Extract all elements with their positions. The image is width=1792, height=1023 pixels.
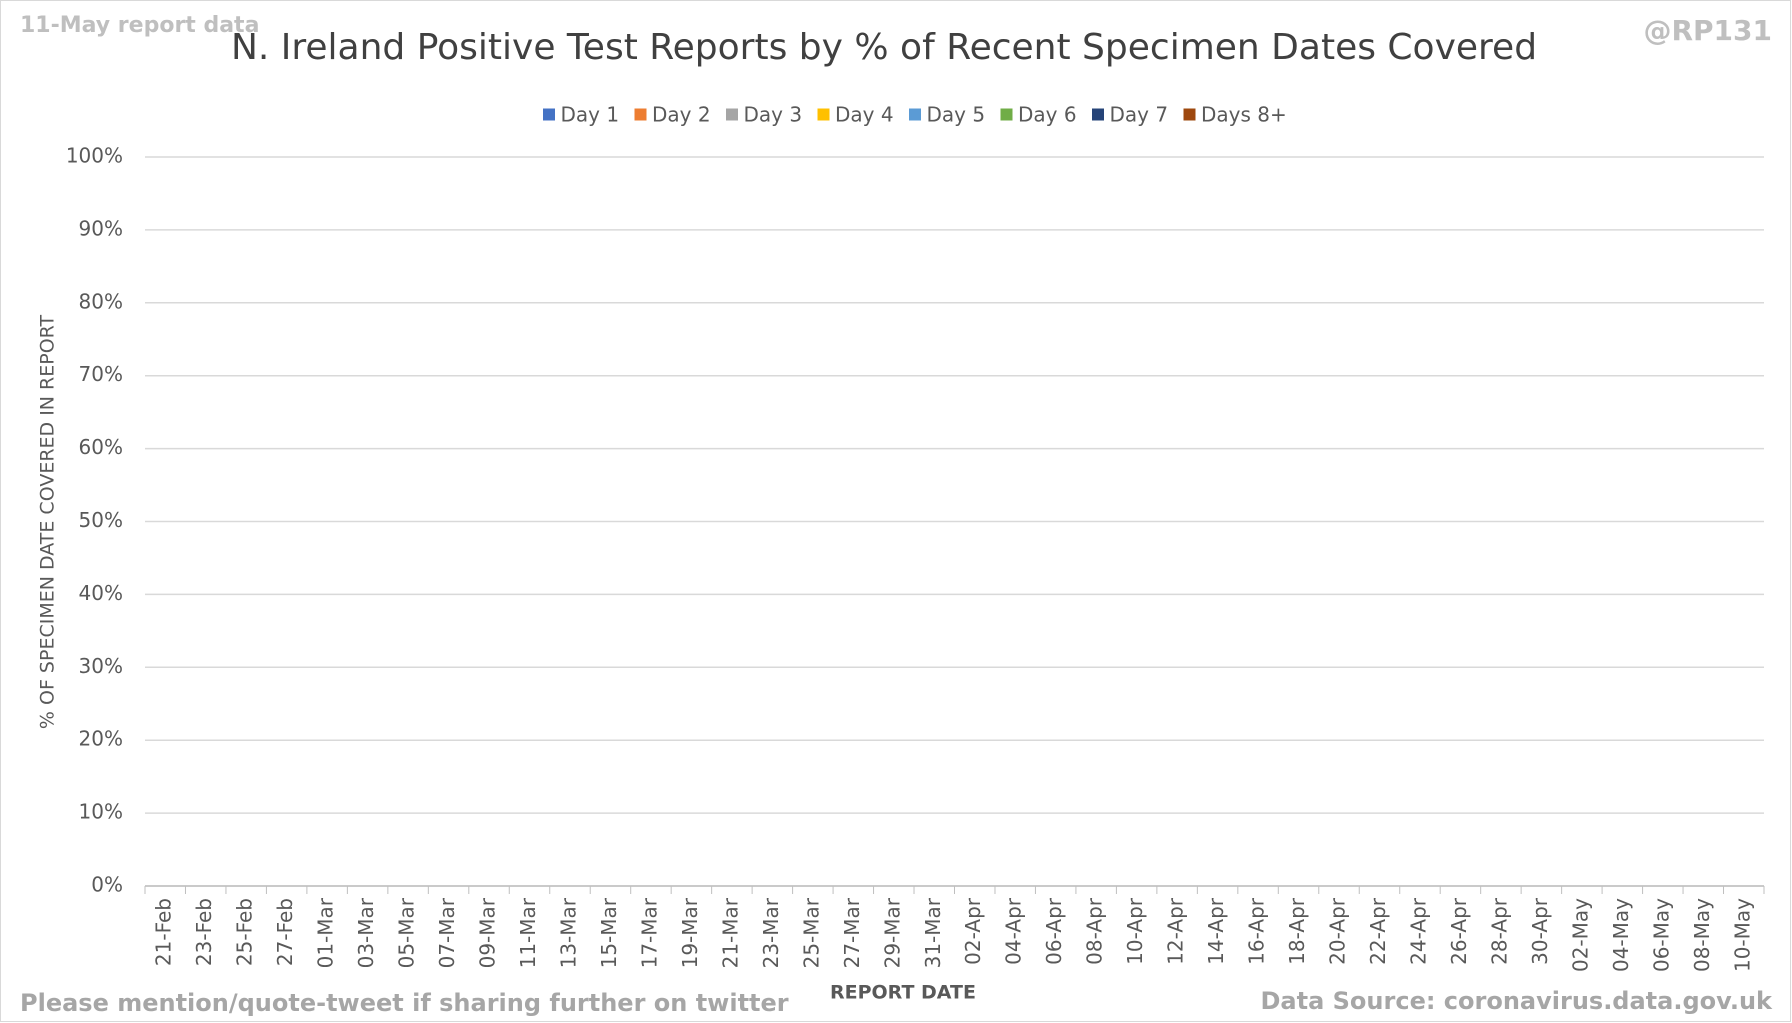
x-tick-label: 01-Mar [314,897,338,968]
y-tick-label: 80% [79,289,123,313]
x-tick-label: 19-Mar [678,897,702,968]
x-tick-label: 24-Apr [1406,897,1430,965]
legend-swatch [725,107,739,122]
x-tick-label: 21-Feb [152,898,176,966]
legend-label: Day 6 [1018,103,1077,127]
legend-label: Day 7 [1110,103,1169,127]
x-tick-label: 07-Mar [435,897,459,968]
x-tick-label: 10-Apr [1123,897,1147,965]
corner-right: @RP131 [1643,14,1772,47]
footer-left: Please mention/quote-tweet if sharing fu… [20,989,789,1017]
legend-swatch [1091,107,1105,122]
x-tick-label: 23-Mar [759,897,783,968]
x-tick-label: 02-May [1568,898,1592,972]
x-tick-label: 25-Feb [233,898,257,966]
x-tick-label: 27-Feb [273,898,297,966]
chart-title: N. Ireland Positive Test Reports by % of… [231,27,1537,68]
x-tick-label: 03-Mar [354,897,378,968]
x-tick-label: 27-Mar [840,897,864,968]
legend-label: Day 1 [561,103,620,127]
legend-label: Days 8+ [1201,103,1287,127]
x-tick-label: 06-May [1649,898,1673,972]
x-tick-label: 15-Mar [597,897,621,968]
y-tick-label: 50% [79,508,123,532]
x-tick-label: 20-Apr [1326,897,1350,965]
x-tick-label: 11-Mar [516,897,540,968]
y-tick-label: 20% [79,727,123,751]
y-tick-label: 10% [79,800,123,824]
x-tick-label: 08-Apr [1083,897,1107,965]
x-tick-label: 05-Mar [395,897,419,968]
y-tick-label: 0% [91,873,123,897]
x-axis-title: REPORT DATE [830,982,976,1004]
x-tick-label: 06-Apr [1042,897,1066,965]
x-tick-label: 08-May [1690,898,1714,972]
x-tick-label: 18-Apr [1285,897,1309,965]
legend-label: Day 3 [744,103,803,127]
x-tick-label: 04-May [1609,898,1633,972]
x-tick-label: 31-Mar [921,897,945,968]
legend-label: Day 4 [835,103,894,127]
legend-label: Day 2 [652,103,711,127]
x-tick-label: 23-Feb [192,898,216,966]
legend-swatch [816,107,831,122]
x-tick-label: 10-May [1730,898,1754,972]
x-tick-label: 02-Apr [961,897,985,965]
y-tick-label: 100% [66,144,123,168]
x-tick-label: 21-Mar [718,897,742,968]
x-tick-label: 25-Mar [799,897,823,968]
x-tick-label: 09-Mar [476,897,500,968]
x-tick-label: 29-Mar [880,897,904,968]
x-tick-label: 12-Apr [1164,897,1188,965]
legend-swatch [908,107,922,122]
x-tick-label: 26-Apr [1447,897,1471,965]
legend-label: Day 5 [927,103,986,127]
x-tick-label: 30-Apr [1528,897,1552,965]
legend-swatch [999,107,1014,122]
footer-right: Data Source: coronavirus.data.gov.uk [1261,987,1774,1015]
corner-left: 11-May report data [20,13,259,38]
x-tick-label: 04-Apr [1002,897,1026,965]
y-tick-label: 70% [79,362,123,386]
y-tick-label: 90% [79,216,123,240]
x-tick-label: 14-Apr [1204,897,1228,965]
y-tick-label: 40% [79,581,123,605]
x-tick-label: 28-Apr [1487,897,1511,965]
y-tick-label: 30% [79,654,123,678]
y-axis-title: % OF SPECIMEN DATE COVERED IN REPORT [37,315,59,730]
x-tick-label: 16-Apr [1245,897,1269,965]
x-tick-label: 17-Mar [637,897,661,968]
y-tick-label: 60% [79,435,123,459]
x-tick-label: 22-Apr [1366,897,1390,965]
legend-swatch [1182,107,1197,122]
legend-swatch [633,107,648,122]
x-tick-label: 13-Mar [556,897,580,968]
legend-swatch [542,107,556,122]
